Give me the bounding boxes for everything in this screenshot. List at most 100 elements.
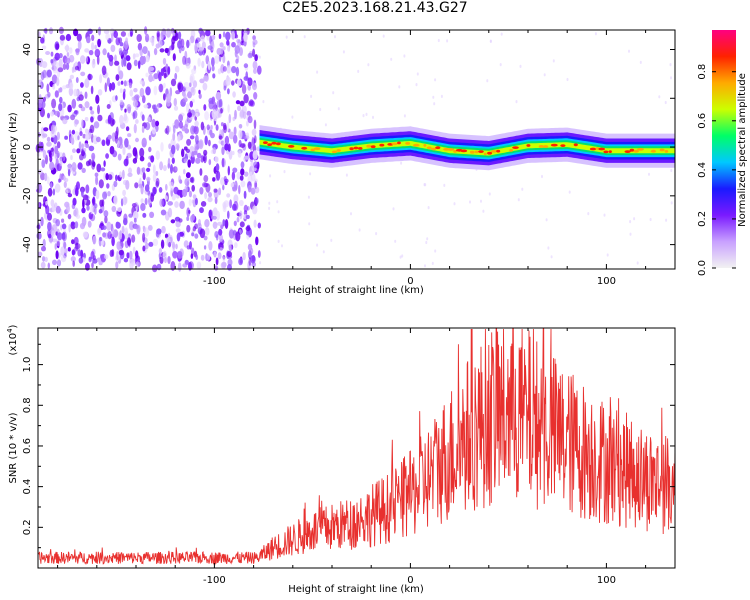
- noise-dot: [247, 243, 253, 251]
- noise-dot: [67, 247, 71, 252]
- noise-dot: [137, 60, 141, 69]
- noise-dot: [185, 63, 191, 69]
- ridge-hotspot: [313, 147, 321, 151]
- noise-dot: [171, 193, 176, 201]
- ridge-hotspot: [474, 150, 479, 154]
- snr-scale-suffix: ): [8, 324, 19, 328]
- noise-dot: [160, 239, 165, 249]
- noise-dot: [80, 82, 84, 88]
- noise-dot: [257, 222, 261, 229]
- noise-dot: [202, 82, 208, 91]
- noise-dot: [220, 63, 225, 74]
- noise-dot: [198, 89, 201, 95]
- noise-dot: [119, 88, 123, 94]
- noise-dot: [213, 188, 218, 193]
- sparse-noise-dot: [639, 60, 642, 64]
- ridge-hotspot: [397, 141, 401, 145]
- noise-dot: [95, 136, 101, 143]
- sparse-noise-dot: [519, 64, 522, 68]
- noise-dot: [199, 187, 204, 195]
- colorbar-gradient: [712, 30, 736, 268]
- noise-dot: [62, 117, 68, 125]
- noise-dot: [158, 71, 162, 82]
- sparse-noise-dot: [517, 198, 520, 202]
- noise-dot: [247, 185, 252, 193]
- noise-dot: [114, 60, 120, 66]
- noise-dot: [88, 145, 95, 152]
- noise-dot: [167, 66, 171, 75]
- noise-dot: [207, 196, 213, 203]
- noise-dot: [188, 190, 192, 198]
- sparse-noise-dot: [427, 206, 430, 210]
- noise-dot: [155, 171, 159, 176]
- sparse-noise-dot: [440, 94, 443, 98]
- noise-dot: [218, 243, 221, 250]
- noise-dot: [152, 186, 157, 195]
- sparse-noise-dot: [426, 237, 429, 241]
- sparse-noise-dot: [633, 217, 636, 221]
- noise-dot: [40, 71, 45, 81]
- noise-dot: [222, 255, 226, 263]
- noise-dot: [75, 77, 79, 83]
- noise-dot: [135, 137, 139, 143]
- sparse-noise-dot: [566, 77, 569, 82]
- noise-dot: [123, 158, 129, 167]
- noise-dot: [78, 141, 82, 151]
- noise-dot: [45, 51, 51, 55]
- noise-dot: [223, 200, 229, 208]
- ridge-hotspot: [624, 150, 631, 154]
- noise-dot: [54, 110, 60, 116]
- noise-dot: [208, 159, 212, 166]
- noise-dot: [246, 120, 249, 127]
- noise-dot: [174, 119, 180, 129]
- noise-dot: [249, 171, 253, 177]
- noise-dot: [144, 122, 151, 131]
- noise-dot: [81, 188, 84, 198]
- ridge-hotspot: [349, 147, 354, 151]
- noise-dot: [106, 77, 110, 87]
- noise-dot: [172, 35, 177, 41]
- noise-dot: [243, 94, 249, 104]
- noise-dot: [195, 112, 198, 118]
- noise-dot: [57, 232, 63, 241]
- noise-dot: [85, 184, 90, 194]
- noise-dot: [218, 187, 222, 196]
- noise-dot: [129, 31, 133, 37]
- noise-dot: [217, 68, 222, 75]
- noise-dot: [196, 42, 201, 48]
- sparse-noise-dot: [362, 114, 365, 118]
- noise-dot: [215, 257, 219, 266]
- noise-dot: [222, 54, 226, 64]
- noise-dot: [156, 228, 162, 235]
- noise-dot: [118, 249, 124, 256]
- noise-dot: [218, 33, 222, 40]
- noise-dot: [147, 162, 152, 168]
- noise-dot: [107, 114, 112, 124]
- ridge-hotspot: [633, 149, 639, 153]
- noise-dot: [123, 115, 129, 124]
- noise-dot: [80, 249, 84, 259]
- ridge-hotspot: [366, 144, 372, 148]
- noise-dot: [174, 201, 179, 208]
- noise-dot: [86, 36, 91, 44]
- spectrogram-x-axis-label: Height of straight line (km): [288, 285, 424, 296]
- noise-dot: [42, 149, 47, 159]
- noise-dot: [148, 74, 154, 83]
- noise-dot: [62, 85, 67, 90]
- noise-dot: [169, 45, 175, 51]
- noise-dot: [175, 143, 180, 150]
- noise-dot: [253, 161, 258, 169]
- noise-dot: [231, 150, 235, 156]
- noise-dot: [153, 48, 158, 56]
- noise-dot: [117, 140, 120, 148]
- noise-dot: [146, 176, 151, 182]
- noise-dot: [97, 114, 103, 122]
- ridge-hotspot: [490, 150, 497, 153]
- noise-dot: [158, 187, 163, 193]
- noise-dot: [78, 94, 84, 101]
- noise-dot: [245, 229, 250, 236]
- noise-dot: [206, 254, 211, 261]
- noise-dot: [167, 201, 173, 206]
- noise-dot: [90, 116, 94, 123]
- ridge-hotspot: [629, 148, 635, 152]
